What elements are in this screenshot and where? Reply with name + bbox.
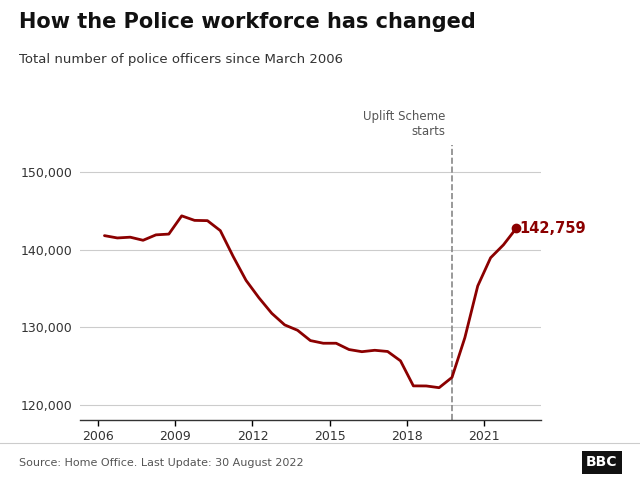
Text: BBC: BBC bbox=[586, 456, 618, 469]
Text: Uplift Scheme
starts: Uplift Scheme starts bbox=[363, 110, 445, 138]
Text: How the Police workforce has changed: How the Police workforce has changed bbox=[19, 12, 476, 32]
Text: 142,759: 142,759 bbox=[520, 220, 586, 236]
Text: Total number of police officers since March 2006: Total number of police officers since Ma… bbox=[19, 52, 343, 66]
Text: Source: Home Office. Last Update: 30 August 2022: Source: Home Office. Last Update: 30 Aug… bbox=[19, 458, 304, 468]
